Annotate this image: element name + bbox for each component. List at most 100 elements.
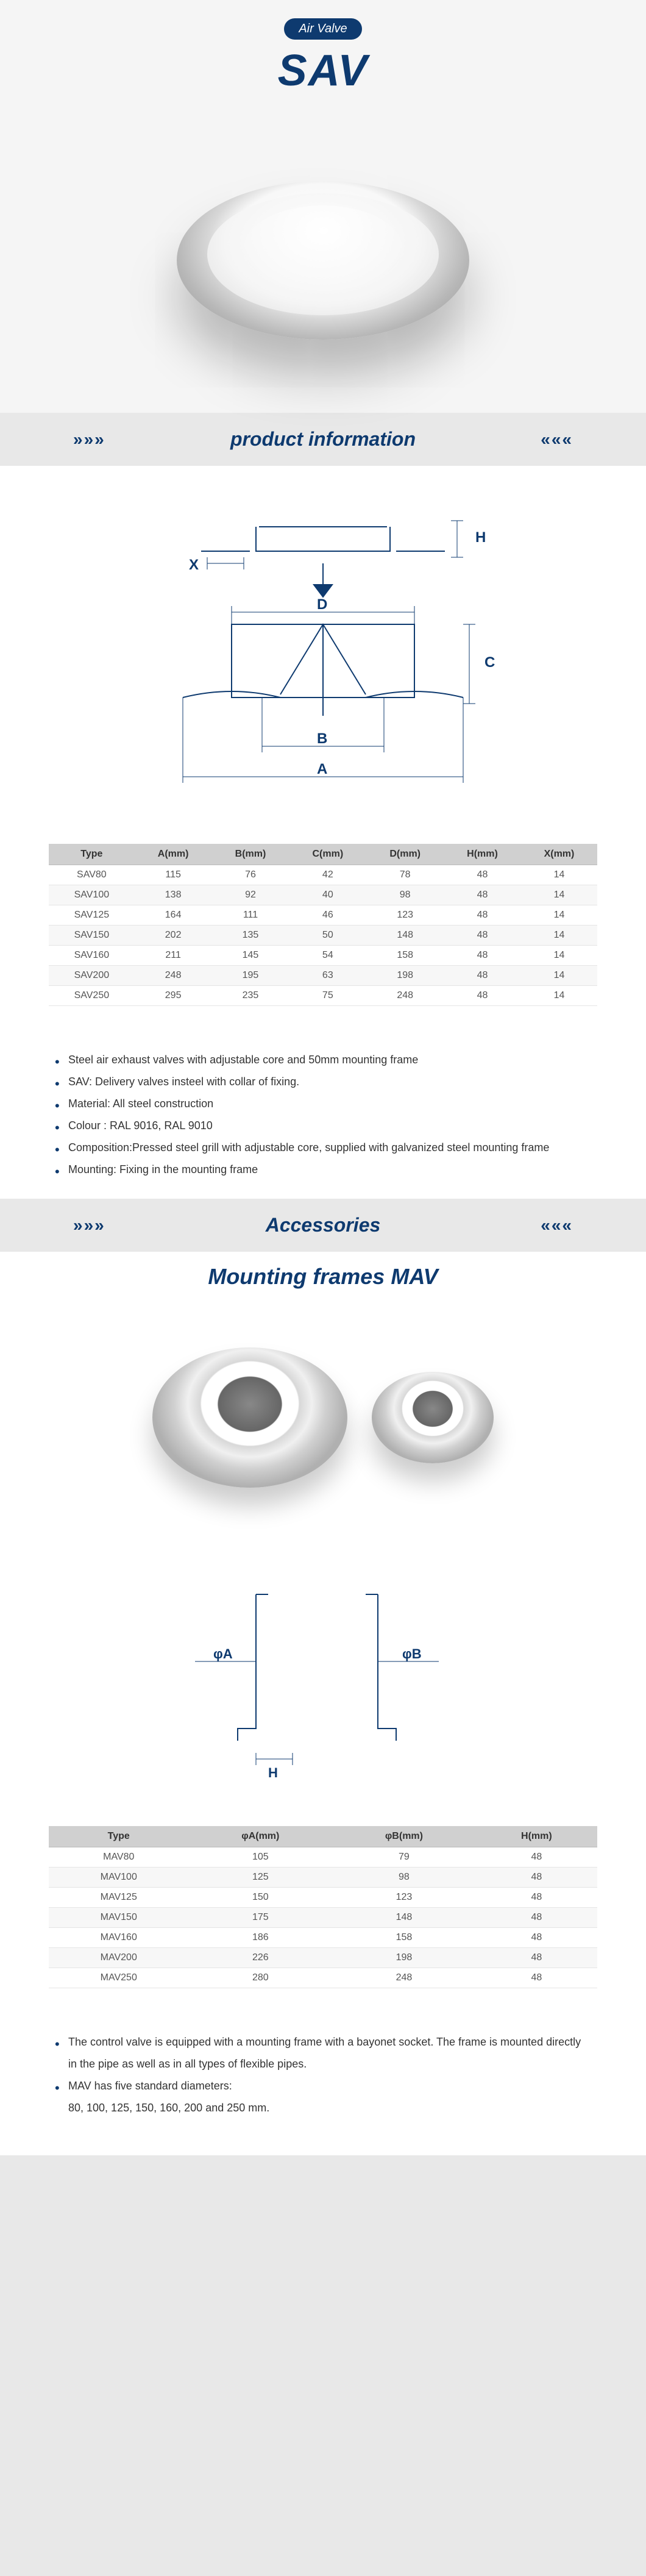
table-cell: 202 xyxy=(135,926,212,946)
table-cell: 14 xyxy=(521,865,597,885)
svg-text:H: H xyxy=(268,1765,278,1780)
table-cell: 48 xyxy=(476,1868,597,1888)
table-cell: 195 xyxy=(212,966,289,986)
svg-text:φB: φB xyxy=(402,1646,422,1661)
svg-text:D: D xyxy=(317,596,327,613)
table-row: SAV1001389240984814 xyxy=(49,885,597,905)
table-cell: 79 xyxy=(332,1847,476,1868)
table-header: φB(mm) xyxy=(332,1826,476,1847)
table-cell: 123 xyxy=(366,905,444,926)
table-cell: 115 xyxy=(135,865,212,885)
table-cell: 48 xyxy=(476,1968,597,1988)
table-cell: 76 xyxy=(212,865,289,885)
list-item: MAV has five standard diameters: 80, 100… xyxy=(55,2075,591,2119)
table-cell: 46 xyxy=(289,905,366,926)
table-header: Type xyxy=(49,1826,189,1847)
table-row: MAV25028024848 xyxy=(49,1968,597,1988)
section-title: product information xyxy=(230,428,416,451)
table-header: H(mm) xyxy=(476,1826,597,1847)
table-cell: 98 xyxy=(366,885,444,905)
table-cell: 226 xyxy=(189,1948,333,1968)
mav-spec-table: TypeφA(mm)φB(mm)H(mm) MAV801057948MAV100… xyxy=(49,1826,597,1988)
table-cell: SAV160 xyxy=(49,946,135,966)
table-cell: 48 xyxy=(476,1908,597,1928)
table-header: H(mm) xyxy=(444,844,521,865)
svg-text:A: A xyxy=(317,761,327,777)
table-cell: 125 xyxy=(189,1868,333,1888)
table-cell: 48 xyxy=(444,865,521,885)
table-cell: 148 xyxy=(332,1908,476,1928)
table-cell: MAV80 xyxy=(49,1847,189,1868)
table-cell: MAV200 xyxy=(49,1948,189,1968)
accessories-subtitle: Mounting frames MAV xyxy=(0,1252,646,1302)
table-header: φA(mm) xyxy=(189,1826,333,1847)
table-cell: 48 xyxy=(444,986,521,1006)
table-cell: 158 xyxy=(366,946,444,966)
table-row: MAV12515012348 xyxy=(49,1888,597,1908)
table-cell: 75 xyxy=(289,986,366,1006)
table-cell: 235 xyxy=(212,986,289,1006)
table-cell: 14 xyxy=(521,926,597,946)
table-cell: MAV250 xyxy=(49,1968,189,1988)
table-cell: 148 xyxy=(366,926,444,946)
table-cell: 14 xyxy=(521,986,597,1006)
table-cell: 48 xyxy=(476,1847,597,1868)
table-header: Type xyxy=(49,844,135,865)
accessories-content: φA φB H TypeφA(mm)φB(mm)H(mm) MAV8010579… xyxy=(0,1533,646,2013)
mav-features-list: The control valve is equipped with a mou… xyxy=(0,2013,646,2155)
table-cell: 14 xyxy=(521,966,597,986)
table-cell: 164 xyxy=(135,905,212,926)
table-cell: 98 xyxy=(332,1868,476,1888)
table-header: X(mm) xyxy=(521,844,597,865)
table-cell: 54 xyxy=(289,946,366,966)
table-header: A(mm) xyxy=(135,844,212,865)
chevron-left-icon xyxy=(541,430,573,449)
table-cell: 186 xyxy=(189,1928,333,1948)
table-cell: 123 xyxy=(332,1888,476,1908)
list-item: The control valve is equipped with a mou… xyxy=(55,2031,591,2075)
product-title: SAV xyxy=(0,46,646,96)
list-item: Mounting: Fixing in the mounting frame xyxy=(55,1158,591,1180)
table-cell: SAV250 xyxy=(49,986,135,1006)
table-cell: 48 xyxy=(444,926,521,946)
table-row: SAV125164111461234814 xyxy=(49,905,597,926)
chevron-right-icon xyxy=(73,430,105,449)
table-cell: MAV125 xyxy=(49,1888,189,1908)
table-cell: 48 xyxy=(476,1928,597,1948)
table-row: SAV250295235752484814 xyxy=(49,986,597,1006)
table-cell: SAV200 xyxy=(49,966,135,986)
table-cell: 48 xyxy=(444,885,521,905)
section-header-product: product information xyxy=(0,413,646,466)
chevron-left-icon xyxy=(541,1216,573,1235)
table-cell: 42 xyxy=(289,865,366,885)
table-cell: 50 xyxy=(289,926,366,946)
table-cell: 14 xyxy=(521,905,597,926)
table-cell: 48 xyxy=(476,1888,597,1908)
table-header: D(mm) xyxy=(366,844,444,865)
chevron-right-icon xyxy=(73,1216,105,1235)
table-cell: 248 xyxy=(332,1968,476,1988)
table-cell: 158 xyxy=(332,1928,476,1948)
mav-dimensions-diagram: φA φB H xyxy=(171,1570,475,1802)
table-cell: 135 xyxy=(212,926,289,946)
table-cell: 14 xyxy=(521,946,597,966)
list-item: Composition:Pressed steel grill with adj… xyxy=(55,1136,591,1158)
sav-features-list: Steel air exhaust valves with adjustable… xyxy=(0,1030,646,1199)
table-cell: SAV125 xyxy=(49,905,135,926)
table-cell: 150 xyxy=(189,1888,333,1908)
table-cell: 14 xyxy=(521,885,597,905)
table-cell: 63 xyxy=(289,966,366,986)
table-cell: 48 xyxy=(476,1948,597,1968)
table-row: MAV1001259848 xyxy=(49,1868,597,1888)
table-row: SAV160211145541584814 xyxy=(49,946,597,966)
mounting-frame-photo xyxy=(0,1302,646,1533)
svg-text:φA: φA xyxy=(213,1646,233,1661)
table-row: MAV20022619848 xyxy=(49,1948,597,1968)
table-cell: 105 xyxy=(189,1847,333,1868)
sav-spec-table: TypeA(mm)B(mm)C(mm)D(mm)H(mm)X(mm) SAV80… xyxy=(49,844,597,1006)
table-cell: 248 xyxy=(366,986,444,1006)
table-cell: SAV150 xyxy=(49,926,135,946)
svg-text:X: X xyxy=(189,557,199,573)
table-row: SAV801157642784814 xyxy=(49,865,597,885)
table-row: MAV15017514848 xyxy=(49,1908,597,1928)
